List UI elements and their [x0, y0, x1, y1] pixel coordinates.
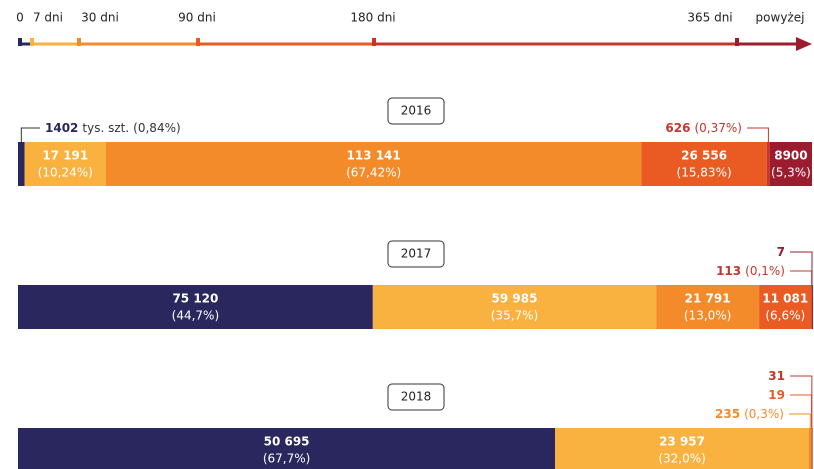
bar-segment [766, 142, 770, 186]
value-label: 235 [715, 407, 740, 421]
callout-line [20, 127, 40, 142]
value-label: 17 191 [42, 149, 88, 163]
timeline-label: powyżej [756, 11, 805, 25]
timeline-tick [735, 38, 739, 46]
value-label: 8900 [774, 149, 807, 163]
percent-label: (0,37%) [694, 121, 741, 135]
bar-segment [18, 285, 373, 329]
timeline-tick [372, 38, 376, 46]
percent-label: (67,7%) [263, 452, 310, 466]
timeline-label: 30 dni [81, 11, 119, 25]
bar-segment [811, 285, 813, 329]
percent-label: (0,84%) [133, 121, 180, 135]
bar-segment [555, 428, 809, 469]
callout-label: 113 (0,1%) [716, 264, 785, 278]
callout-line [746, 127, 769, 142]
bar-segment [24, 142, 106, 186]
timeline-label: 0 [16, 11, 24, 25]
callout-label: 235 (0,3%) [715, 407, 784, 421]
callout-label: 7 [777, 245, 785, 259]
value-label: 31 [768, 369, 785, 383]
year-box [387, 240, 445, 268]
value-label: 59 985 [492, 292, 538, 306]
bar-segment [18, 428, 556, 469]
bar-segment [811, 428, 813, 469]
value-label: 113 [716, 264, 741, 278]
timeline-label: 7 dni [33, 11, 63, 25]
timeline-tick [196, 38, 200, 46]
callout-label: 19 [768, 388, 785, 402]
percent-label: (6,6%) [765, 309, 805, 323]
value-label: 11 081 [762, 292, 808, 306]
percent-label: (0,1%) [745, 264, 785, 278]
percent-label: (44,7%) [172, 309, 219, 323]
value-label: 19 [768, 388, 785, 402]
timeline-label: 90 dni [178, 11, 216, 25]
percent-label: (32,0%) [658, 452, 705, 466]
percent-label: (15,83%) [677, 166, 732, 180]
percent-label: (0,3%) [744, 407, 784, 421]
year-label: 2017 [401, 247, 432, 261]
callout-label: 626 (0,37%) [665, 121, 742, 135]
callout-line [788, 413, 811, 428]
value-label: 21 791 [685, 292, 731, 306]
year-box [387, 383, 445, 411]
value-label: 75 120 [172, 292, 218, 306]
timeline-label: 180 dni [350, 11, 395, 25]
percent-label: (10,24%) [38, 166, 93, 180]
bar-segment [769, 142, 812, 186]
value-label: 1402 [45, 121, 78, 135]
percent-label: (13,0%) [684, 309, 731, 323]
timeline-tick [30, 38, 34, 46]
bar-segment [759, 285, 812, 329]
callout-line [790, 251, 813, 285]
value-label: 626 [665, 121, 690, 135]
year-label: 2016 [401, 104, 432, 118]
value-label: 7 [777, 245, 785, 259]
bar-segment [105, 142, 642, 186]
bar-segment [372, 285, 657, 329]
percent-label: (35,7%) [491, 309, 538, 323]
bar-segment [18, 142, 25, 186]
callout-line [790, 270, 813, 285]
bar-segment [656, 285, 760, 329]
unit-label: tys. szt. [82, 121, 129, 135]
callout-label: 31 [768, 369, 785, 383]
timeline-arrow [796, 37, 812, 51]
timeline-tick [18, 38, 22, 46]
callout-line [790, 375, 813, 428]
value-label: 113 141 [346, 149, 400, 163]
callout-label: 1402 tys. szt. (0,84%) [45, 121, 181, 135]
bar-segment [811, 285, 813, 329]
year-box [387, 97, 445, 125]
bar-segment [808, 428, 812, 469]
percent-label: (5,3%) [771, 166, 811, 180]
value-label: 50 695 [264, 435, 310, 449]
percent-label: (67,42%) [346, 166, 401, 180]
value-label: 26 556 [681, 149, 727, 163]
bar-segment [641, 142, 767, 186]
year-label: 2018 [401, 390, 432, 404]
value-label: 23 957 [659, 435, 705, 449]
timeline-label: 365 dni [687, 11, 732, 25]
callout-line [790, 394, 813, 428]
timeline-tick [77, 38, 81, 46]
